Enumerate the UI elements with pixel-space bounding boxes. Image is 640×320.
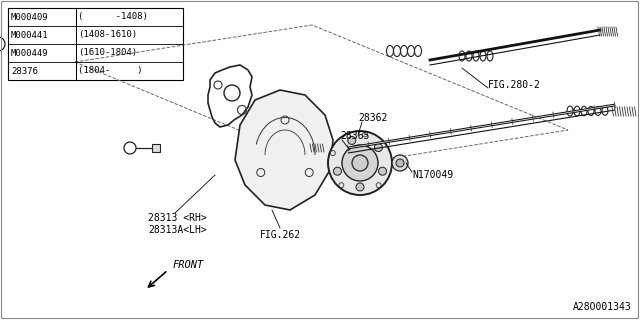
Bar bbox=[152, 144, 160, 152]
Text: (      -1408): ( -1408) bbox=[78, 12, 148, 21]
Circle shape bbox=[333, 167, 342, 175]
Circle shape bbox=[352, 155, 368, 171]
Circle shape bbox=[374, 144, 382, 152]
Text: M000441: M000441 bbox=[11, 30, 49, 39]
Text: FIG.262: FIG.262 bbox=[259, 230, 301, 240]
Text: A28O001343: A28O001343 bbox=[573, 302, 632, 312]
Bar bbox=[8, 8, 183, 80]
Circle shape bbox=[348, 136, 356, 144]
Text: 28376: 28376 bbox=[11, 67, 38, 76]
Text: (1610-1804): (1610-1804) bbox=[78, 49, 137, 58]
Text: M000449: M000449 bbox=[11, 49, 49, 58]
Circle shape bbox=[356, 183, 364, 191]
Text: 28313A<LH>: 28313A<LH> bbox=[148, 225, 207, 235]
Circle shape bbox=[378, 167, 387, 175]
Text: (1804-     ): (1804- ) bbox=[78, 67, 143, 76]
Text: M000409: M000409 bbox=[11, 12, 49, 21]
Text: 1: 1 bbox=[0, 39, 1, 49]
Circle shape bbox=[396, 159, 404, 167]
Circle shape bbox=[392, 155, 408, 171]
Text: FRONT: FRONT bbox=[173, 260, 204, 270]
Text: 28365: 28365 bbox=[340, 131, 369, 141]
Polygon shape bbox=[235, 90, 333, 210]
Text: N170049: N170049 bbox=[412, 170, 453, 180]
Text: (1408-1610): (1408-1610) bbox=[78, 30, 137, 39]
Text: FIG.280-2: FIG.280-2 bbox=[488, 80, 541, 90]
Circle shape bbox=[342, 145, 378, 181]
Circle shape bbox=[328, 131, 392, 195]
Text: 28313 <RH>: 28313 <RH> bbox=[148, 213, 207, 223]
Text: 28362: 28362 bbox=[358, 113, 387, 123]
